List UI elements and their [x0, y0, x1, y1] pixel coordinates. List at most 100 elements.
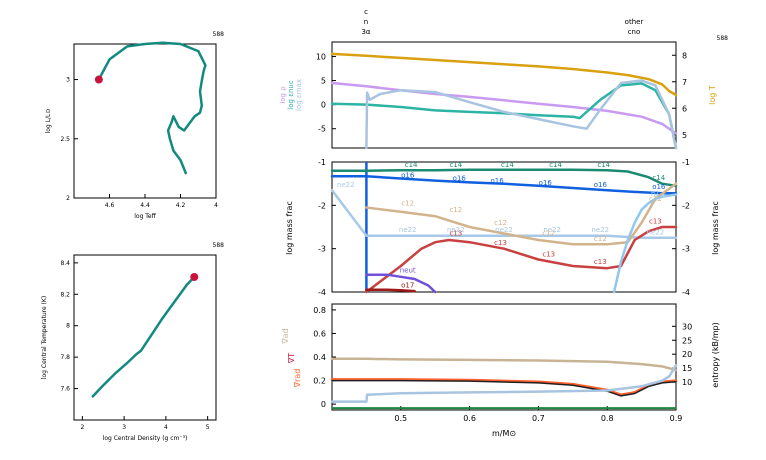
x-tick-label: 4.6: [105, 202, 115, 209]
series-gradient: [331, 379, 677, 397]
isotope-label: c14: [652, 174, 665, 182]
y-tick-label: 0.8: [313, 306, 326, 315]
right-tick-label: -1: [682, 158, 690, 167]
isotope-label: ne22: [399, 226, 417, 234]
right-axis-label: log T: [708, 85, 717, 105]
isotope-label: c12: [401, 199, 414, 207]
right-tick-label: 5: [682, 131, 687, 140]
right-axis-label: entropy (kB/mp): [711, 322, 720, 387]
central-temperature-density-plot: 2 3 4 5 7.6 7.8 8 8.2 8.4 log Central Density (g …: [41, 242, 224, 442]
current-model-marker: [190, 273, 199, 281]
y-tick-label: -4: [318, 288, 326, 297]
y-tick-label: 0.4: [313, 353, 326, 362]
top-label: c: [364, 8, 368, 16]
y-tick-label: 5: [321, 77, 326, 86]
isotope-label: c14: [501, 161, 514, 169]
current-model-marker: [94, 75, 103, 84]
isotope-label: o16: [453, 175, 467, 183]
isotope-label: c12: [494, 219, 507, 227]
x-tick-label: 0.7: [532, 414, 545, 423]
abundance-profile-panel: -1 -1 -2 -2 -3 -3 -4 -4 log mass frac log mass fr…: [285, 158, 720, 297]
series-log-εnuc: [330, 82, 678, 150]
series-c13: [365, 225, 678, 294]
y-tick-label: 8.2: [60, 291, 70, 298]
series-gradient: [330, 357, 678, 372]
x-tick-label: 3: [122, 424, 126, 431]
y-tick-label: 2: [66, 195, 70, 202]
y-tick-label: -1: [318, 158, 326, 167]
series-o16: [330, 175, 678, 195]
structure-profile-panel: 10 5 0 -5 8 7 6 5 log ρ log εnuc log εmax log T cn 3α…: [279, 8, 729, 150]
series-neut: [365, 273, 437, 294]
isotope-label: o17: [401, 282, 414, 290]
y-tick-label: 0.2: [313, 377, 326, 386]
isotope-label: o16: [594, 181, 608, 189]
y-tick-label: -2: [318, 201, 326, 210]
x-tick-label: 0.8: [601, 414, 614, 423]
isotope-label: o16: [539, 179, 553, 187]
y-tick-label: 7.8: [60, 354, 70, 361]
right-tick-label: -3: [682, 245, 690, 254]
legend-entry: ∇ad: [281, 328, 290, 344]
x-axis-label: m/M⊙: [492, 429, 516, 438]
isotope-label: o16: [491, 177, 505, 185]
x-tick-label: 0.9: [670, 414, 683, 423]
hr-diagram: 4.6 4.4 4.2 4 2 2.5 3 log Teff log L/L⊙ 588: [45, 31, 224, 220]
isotope-label: ne22: [647, 228, 665, 236]
x-tick-label: 4: [214, 202, 218, 209]
isotope-label: c13: [594, 258, 607, 266]
legend-entry: log εnuc: [287, 80, 295, 110]
model-number: 588: [717, 35, 729, 42]
right-tick-label: 30: [682, 322, 692, 331]
top-label: cno: [628, 28, 641, 36]
y-tick-label: 0: [321, 400, 326, 409]
plot-frame: [73, 43, 217, 199]
isotope-label: o16: [401, 172, 415, 180]
legend-entry: log ρ: [279, 86, 287, 104]
y-tick-label: 2.5: [60, 136, 70, 143]
series-o17: [365, 288, 416, 293]
series-log-T: [330, 52, 678, 97]
isotope-label: h1: [651, 190, 660, 198]
y-axis-label: log Central Temperature (K): [41, 296, 48, 379]
top-label: 3α: [361, 28, 370, 36]
gradient-profile-panel: 0.8 0.6 0.4 0.2 0 30 25 20 15 10 0.5 0.6 0.7 0.8 0.9 m/…: [281, 303, 720, 438]
y-tick-label: -5: [318, 125, 326, 134]
isotope-label: ne22: [543, 226, 561, 234]
model-number: 588: [213, 242, 225, 249]
right-tick-label: -4: [682, 288, 690, 297]
x-tick-label: 5: [206, 424, 210, 431]
isotope-label: c12: [649, 195, 662, 203]
right-tick-label: 10: [682, 378, 692, 387]
legend-entry: ∇rad: [293, 369, 302, 389]
right-axis-label: log mass frac: [711, 201, 720, 255]
model-number: 588: [213, 31, 225, 38]
isotope-label: c12: [594, 235, 607, 243]
isotope-label: c12: [449, 206, 462, 214]
x-tick-label: 4.4: [140, 202, 150, 209]
series-log-εmax: [365, 79, 678, 150]
y-tick-label: 0.6: [313, 329, 326, 338]
legend-entry: log εmax: [295, 79, 303, 111]
hr-track: [97, 41, 207, 175]
y-axis-label: log mass frac: [285, 201, 294, 255]
series-entropy: [330, 364, 678, 403]
right-tick-label: 8: [682, 51, 687, 60]
isotope-label: c13: [494, 239, 507, 247]
right-tick-label: -2: [682, 201, 690, 210]
right-tick-label: 6: [682, 104, 687, 113]
right-tick-label: 20: [682, 350, 692, 359]
y-tick-label: -3: [318, 245, 326, 254]
central-track: [91, 275, 196, 398]
y-tick-label: 0: [321, 101, 326, 110]
isotope-label: c14: [405, 161, 418, 169]
isotope-label: o16: [652, 183, 666, 191]
isotope-label: c14: [597, 161, 610, 169]
right-tick-label: 7: [682, 78, 687, 87]
x-axis-label: log Central Density (g cm⁻³): [103, 435, 188, 442]
y-tick-label: 8: [66, 323, 70, 330]
isotope-label: ne22: [447, 226, 465, 234]
isotope-label: c13: [542, 250, 555, 258]
x-tick-label: 4.2: [176, 202, 186, 209]
